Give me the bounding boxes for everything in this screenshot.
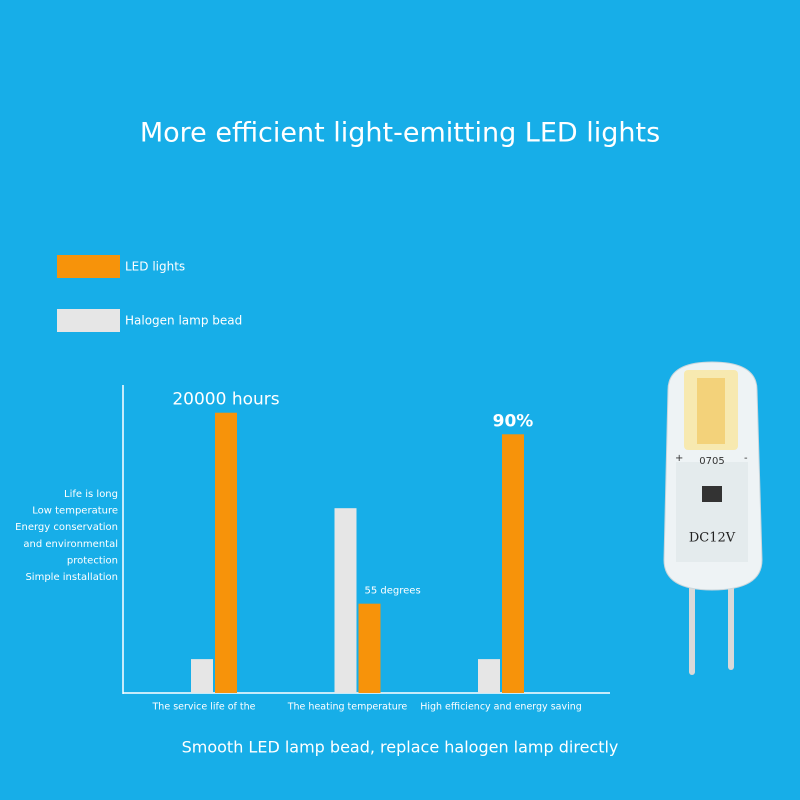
side-note: Simple installation: [25, 572, 118, 583]
side-note: protection: [67, 555, 118, 566]
side-note: Low temperature: [32, 506, 118, 517]
svg-text:+: +: [675, 453, 683, 464]
legend-swatch: [57, 255, 120, 278]
side-note: and environmental: [23, 539, 118, 550]
bar: [478, 659, 500, 693]
annotation: 55 degrees: [365, 586, 421, 597]
legend-label: Halogen lamp bead: [125, 314, 242, 328]
x-tick-label: The service life of the: [152, 702, 256, 713]
bar: [502, 434, 524, 693]
product-marking: DC12V: [689, 531, 736, 546]
bar: [334, 508, 357, 693]
bar: [215, 412, 237, 693]
annotation: 20000 hours: [172, 390, 279, 410]
x-tick-label: High efficiency and energy saving: [420, 702, 582, 713]
side-note: Energy conservation: [15, 522, 118, 533]
x-tick-label: The heating temperature: [287, 702, 408, 713]
side-note: Life is long: [64, 489, 118, 500]
bar: [358, 603, 381, 693]
chart-subtitle: Smooth LED lamp bead, replace halogen la…: [182, 738, 619, 757]
product-marking: 0705: [699, 456, 724, 467]
bar: [191, 659, 213, 693]
legend-swatch: [57, 309, 120, 332]
annotation: 90%: [493, 411, 534, 431]
svg-text:-: -: [744, 453, 748, 464]
legend-label: LED lights: [125, 260, 185, 274]
chart-title: More efficient light-emitting LED lights: [140, 118, 660, 149]
product-image: + -: [663, 361, 763, 675]
